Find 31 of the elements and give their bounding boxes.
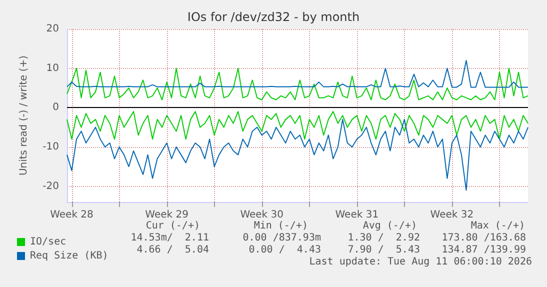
text: 14.53m/ 2.11 bbox=[130, 232, 209, 244]
text: 4.66 / 5.04 bbox=[136, 244, 209, 256]
x-tick-label: Week 29 bbox=[145, 210, 188, 220]
x-tick-label: Week 30 bbox=[240, 210, 284, 220]
line-series bbox=[66, 60, 528, 88]
text: 0.00 /837.93m bbox=[242, 232, 321, 244]
line-series bbox=[66, 118, 528, 191]
text: Min (-/+) bbox=[254, 220, 308, 232]
legend-label: IO/sec bbox=[30, 236, 66, 248]
line-series bbox=[66, 68, 528, 100]
text: 7.90 / 5.43 bbox=[348, 244, 420, 256]
text: 134.87 /139.99 bbox=[442, 244, 526, 256]
x-tick-label: Week 31 bbox=[335, 210, 379, 220]
y-tick-label: 10 bbox=[46, 62, 59, 74]
text: 0.00 / 4.43 bbox=[248, 244, 321, 256]
y-tick-label: 0 bbox=[52, 102, 59, 114]
y-tick-label: 20 bbox=[46, 24, 59, 34]
text: Cur (-/+) bbox=[146, 220, 200, 232]
chart-title: IOs for /dev/zd32 - by month bbox=[187, 10, 360, 24]
legend-label: Req Size (KB) bbox=[30, 250, 108, 262]
text: 1.30 / 2.92 bbox=[348, 232, 420, 244]
y-tick-label: -20 bbox=[42, 180, 59, 192]
text: Avg (-/+) bbox=[362, 220, 417, 232]
x-tick-label: Week 32 bbox=[430, 210, 474, 220]
text: Last update: Tue Aug 11 06:00:10 2026 bbox=[309, 256, 532, 268]
y-tick-label: -10 bbox=[42, 141, 59, 152]
text: Max (-/+) bbox=[470, 220, 525, 232]
line-series bbox=[66, 111, 528, 140]
y-axis-title: Units read (-) / write (+) bbox=[18, 55, 30, 176]
x-tick-label: Week 28 bbox=[50, 210, 94, 220]
text: 173.80 /163.68 bbox=[442, 232, 526, 244]
